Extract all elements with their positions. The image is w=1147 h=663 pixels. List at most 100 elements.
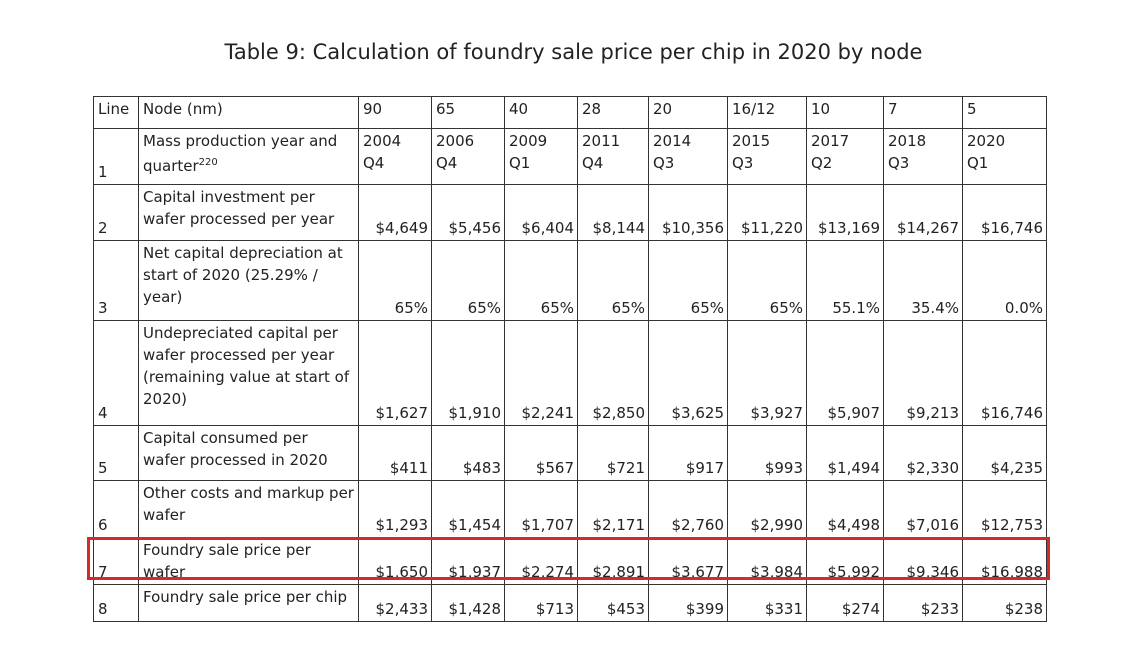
value-part: Q3 [732,154,754,172]
value-cell: 2018 Q3 [883,128,963,185]
label-cell: Capital investment per wafer processed p… [138,184,359,241]
value-part: Q3 [888,154,910,172]
value-part: 2020 [967,132,1006,150]
value-cell: $9,346 [883,537,963,585]
value-part: Q1 [967,154,989,172]
value-part: 2015 [732,132,771,150]
label-cell: Undepreciated capital per wafer processe… [138,320,359,426]
value-part: 2004 [363,132,402,150]
value-cell: $1,937 [431,537,505,585]
value-cell: $11,220 [727,184,807,241]
value-cell: 0.0% [962,240,1047,321]
label-text: Capital consumed per wafer processed in … [143,429,328,469]
value-cell: $2,433 [358,584,432,622]
label-cell: Foundry sale price per wafer [138,537,359,585]
value-cell: $3,625 [648,320,728,426]
header-row: Line Node (nm) 90 65 40 28 20 16/12 10 7 5 [93,96,1047,129]
header-cell: 40 [504,96,578,129]
value-cell: $331 [727,584,807,622]
value-cell: 65% [648,240,728,321]
label-text: Undepreciated capital per wafer processe… [143,324,350,408]
value-cell: 2014 Q3 [648,128,728,185]
label-text: Foundry sale price per wafer [143,541,311,581]
value-cell: $6,404 [504,184,578,241]
value-cell: $2,990 [727,480,807,538]
value-cell: 2017 Q2 [806,128,884,185]
value-cell: $5,456 [431,184,505,241]
value-part: 2017 [811,132,850,150]
value-cell: $2,760 [648,480,728,538]
value-cell: 65% [504,240,578,321]
label-text: Net capital depreciation at start of 202… [143,244,343,306]
table-row: 5 Capital consumed per wafer processed in… [93,425,1047,481]
value-cell: $411 [358,425,432,481]
value-cell: $5,907 [806,320,884,426]
table-row: 2 Capital investment per wafer processed … [93,184,1047,241]
value-cell: $4,649 [358,184,432,241]
value-cell: $3,984 [727,537,807,585]
header-cell: 5 [962,96,1047,129]
value-cell: $3,677 [648,537,728,585]
label-text: Other costs and markup per wafer [143,484,354,524]
value-cell: $1,650 [358,537,432,585]
value-cell: $453 [577,584,649,622]
value-cell: $1,494 [806,425,884,481]
value-part: 2014 [653,132,692,150]
label-cell: Net capital depreciation at start of 202… [138,240,359,321]
table-row: 6 Other costs and markup per wafer $1,293 $… [93,480,1047,538]
value-cell: $2,241 [504,320,578,426]
header-cell: Node (nm) [138,96,359,129]
label-text: Mass production year and quarter [143,132,338,175]
line-cell: 1 [93,128,139,185]
value-cell: 65% [358,240,432,321]
table-row: 7 Foundry sale price per wafer $1,650 $1,93… [93,537,1047,585]
value-cell: $5,992 [806,537,884,585]
label-cell: Other costs and markup per wafer [138,480,359,538]
value-part: Q4 [436,154,458,172]
value-cell: $1,627 [358,320,432,426]
value-part: 2009 [509,132,548,150]
line-cell: 3 [93,240,139,321]
value-cell: $2,850 [577,320,649,426]
value-cell: $399 [648,584,728,622]
value-cell: 2015 Q3 [727,128,807,185]
value-cell: $1,910 [431,320,505,426]
value-part: Q2 [811,154,833,172]
label-text: Foundry sale price per chip [143,588,348,606]
value-part: Q1 [509,154,531,172]
table-row: 4 Undepreciated capital per wafer process… [93,320,1047,426]
line-cell: 4 [93,320,139,426]
value-cell: 65% [727,240,807,321]
value-cell: $10,356 [648,184,728,241]
value-cell: 2020 Q1 [962,128,1047,185]
value-cell: $274 [806,584,884,622]
value-cell: $4,498 [806,480,884,538]
header-cell: 28 [577,96,649,129]
value-cell: $16,988 [962,537,1047,585]
value-cell: $4,235 [962,425,1047,481]
header-cell: 20 [648,96,728,129]
value-cell: $1,707 [504,480,578,538]
table: Line Node (nm) 90 65 40 28 20 16/12 10 7 5 1 Mass pr… [93,96,1047,622]
label-text: Capital investment per wafer processed p… [143,188,335,228]
value-cell: 2004 Q4 [358,128,432,185]
table-row: 1 Mass production year and quarter220 2004… [93,128,1047,185]
value-part: 2006 [436,132,475,150]
value-cell: $713 [504,584,578,622]
value-cell: $16,746 [962,184,1047,241]
value-cell: $14,267 [883,184,963,241]
superscript: 220 [198,157,218,168]
header-cell: 10 [806,96,884,129]
value-cell: 65% [577,240,649,321]
value-cell: $7,016 [883,480,963,538]
value-cell: $1,454 [431,480,505,538]
label-cell: Capital consumed per wafer processed in … [138,425,359,481]
line-cell: 6 [93,480,139,538]
label-cell: Mass production year and quarter220 [138,128,359,185]
value-cell: $8,144 [577,184,649,241]
header-cell: 16/12 [727,96,807,129]
value-cell: 65% [431,240,505,321]
value-cell: $1,428 [431,584,505,622]
value-part: Q4 [363,154,385,172]
